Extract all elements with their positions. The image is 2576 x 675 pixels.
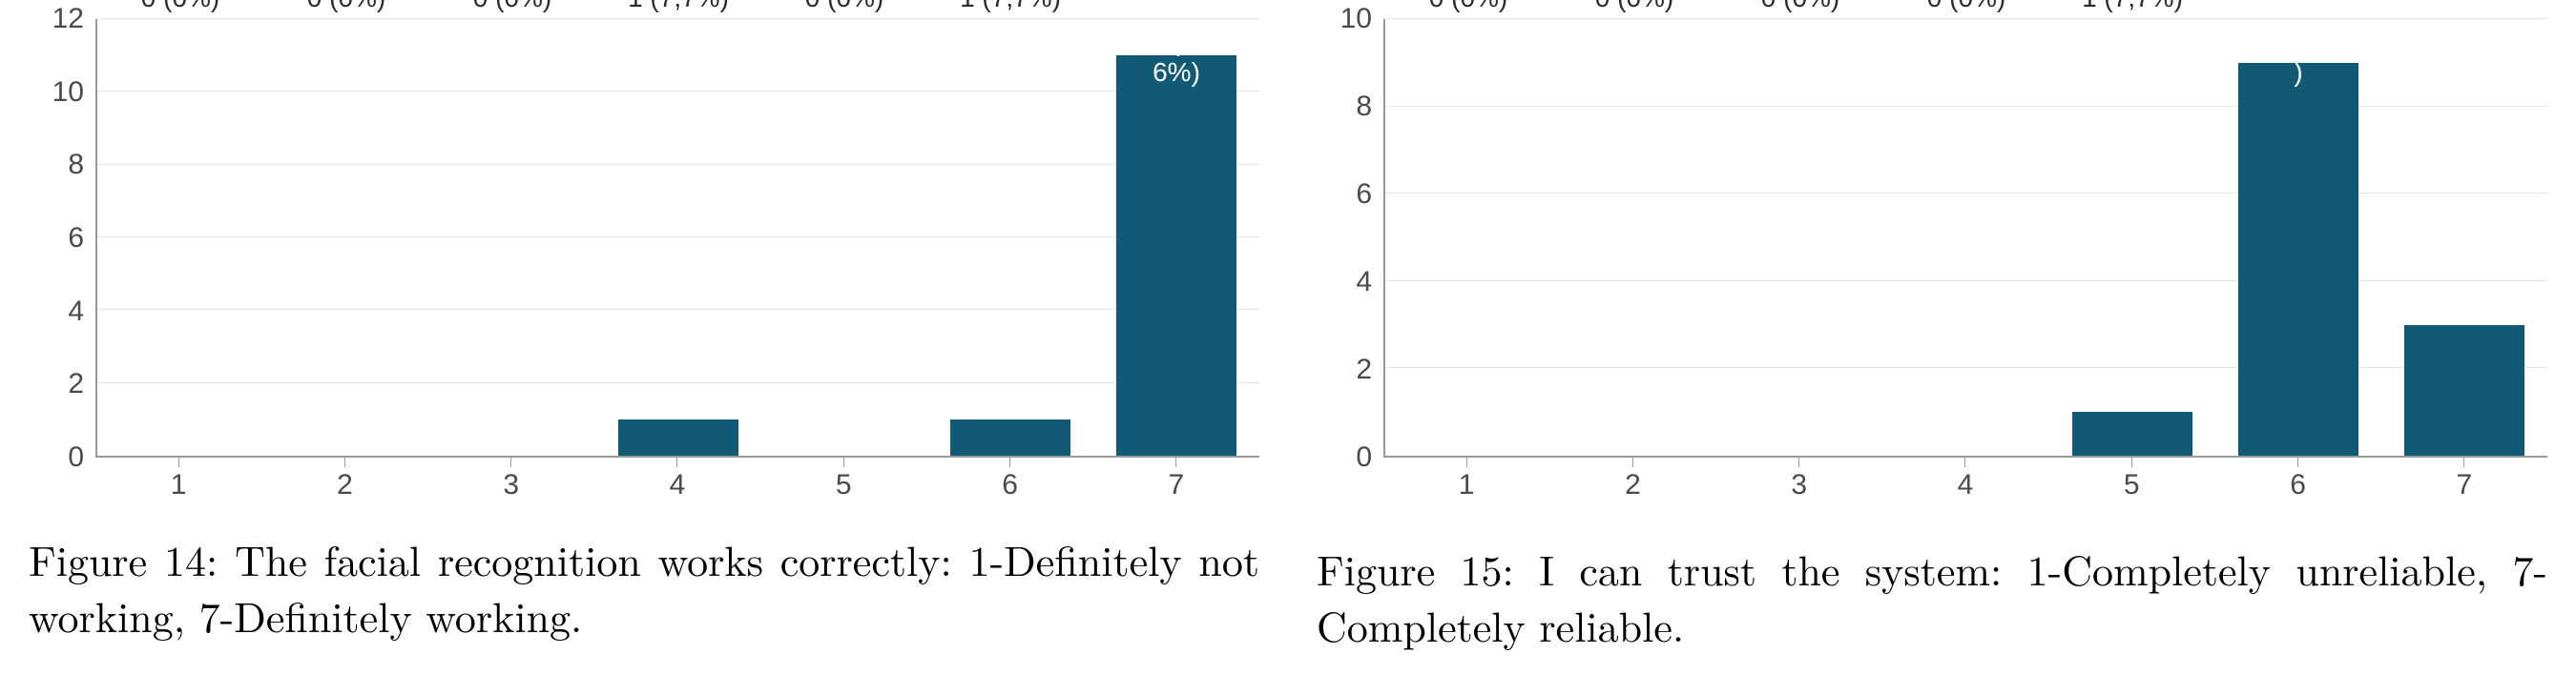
bar [2072,412,2192,456]
y-tick: 6 [1356,178,1372,211]
y-tick: 8 [68,149,84,181]
bar-slot: 0 (0%) [1551,19,1717,456]
bar-slot: 0 (0%) [97,19,263,456]
bar-value-label: 11 (84, 6%) [1052,27,1301,88]
y-axis-right: 10 8 6 4 2 0 [1317,19,1383,458]
bar-slot: 11 (84, 6%) [1093,19,1259,456]
bar-slot: 0 (0%) [1717,19,1883,456]
bar-slot: 0 (0%) [1883,19,2049,456]
bar-slot: 3 (23,1% ) [2381,19,2547,456]
bar [2404,325,2524,456]
x-tick: 2 [261,458,427,501]
bar [950,419,1070,456]
y-tick: 4 [1356,266,1372,298]
bar-slot: 0 (0%) [429,19,595,456]
plot-area-left: 0 (0%) 0 (0%) 0 (0%) 1 (7,7%) 0 (0%) [95,19,1259,458]
figure-14-panel: 12 10 8 6 4 2 0 0 (0%) 0 (0%) [0,0,1288,675]
y-tick: 2 [1356,354,1372,386]
x-tick: 7 [2381,458,2547,501]
bars-right: 0 (0%) 0 (0%) 0 (0%) 0 (0%) 1 (7,7%) [1385,19,2547,456]
figure-15-caption: Figure 15: I can trust the system: 1-Com… [1317,540,2547,653]
y-tick: 4 [68,296,84,328]
x-tick: 5 [760,458,926,501]
y-tick: 8 [1356,91,1372,123]
bar-slot: 0 (0%) [761,19,927,456]
y-tick: 6 [68,222,84,255]
x-tick: 6 [926,458,1092,501]
bar-value-label: 3 (23,1% ) [2340,27,2576,88]
bar [2238,63,2358,456]
x-tick: 1 [95,458,261,501]
x-tick: 5 [2048,458,2214,501]
x-axis-left: 1 2 3 4 5 6 7 [95,458,1259,501]
y-tick: 0 [1356,441,1372,474]
bar [618,419,737,456]
bar-value-label: 1 (7,7%) [2008,0,2257,13]
bar-value-label: 1 (7,7%) [886,0,1135,13]
bars-left: 0 (0%) 0 (0%) 0 (0%) 1 (7,7%) 0 (0%) [97,19,1259,456]
x-tick: 4 [594,458,760,501]
x-tick: 6 [2214,458,2380,501]
y-tick: 2 [68,368,84,400]
x-tick: 3 [428,458,594,501]
figure-15-panel: 10 8 6 4 2 0 0 (0%) 0 (0%) [1288,0,2576,675]
bar-slot: 1 (7,7%) [595,19,761,456]
x-axis-right: 1 2 3 4 5 6 7 [1383,458,2547,501]
chart-right: 10 8 6 4 2 0 0 (0%) 0 (0%) [1317,19,2547,458]
x-tick: 1 [1383,458,1549,501]
y-axis-left: 12 10 8 6 4 2 0 [29,19,95,458]
x-tick: 4 [1882,458,2048,501]
y-tick: 10 [52,76,84,109]
y-tick: 0 [68,441,84,474]
plot-area-right: 0 (0%) 0 (0%) 0 (0%) 0 (0%) 1 (7,7%) [1383,19,2547,458]
figure-14-caption: Figure 14: The facial recognition works … [29,530,1259,644]
bar-slot: 0 (0%) [263,19,429,456]
x-tick: 7 [1093,458,1259,501]
chart-left: 12 10 8 6 4 2 0 0 (0%) 0 (0%) [29,19,1259,458]
bar [1116,55,1236,456]
x-tick: 2 [1549,458,1715,501]
bar-slot: 0 (0%) [1385,19,1551,456]
x-tick: 3 [1716,458,1882,501]
